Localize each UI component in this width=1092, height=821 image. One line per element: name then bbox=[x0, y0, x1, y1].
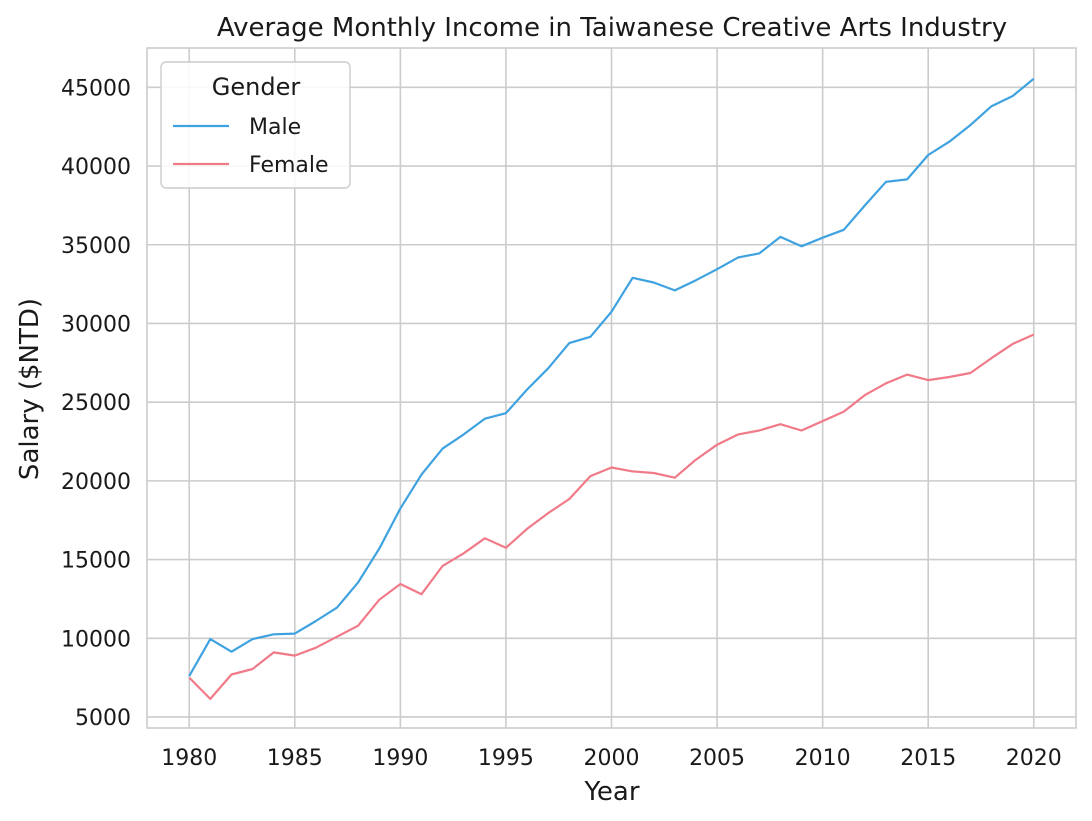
series-line-female bbox=[188, 333, 1035, 701]
y-tick-label: 30000 bbox=[61, 312, 131, 337]
y-tick-label: 35000 bbox=[61, 234, 131, 259]
y-tick-label: 40000 bbox=[61, 155, 131, 180]
series-layer bbox=[188, 77, 1035, 701]
gridlines bbox=[147, 48, 1076, 728]
y-tick-label: 5000 bbox=[75, 706, 131, 731]
x-tick-label: 1990 bbox=[372, 746, 428, 771]
plot-frame bbox=[146, 47, 1077, 729]
y-tick-label: 45000 bbox=[61, 76, 131, 101]
chart-title: Average Monthly Income in Taiwanese Crea… bbox=[217, 13, 1007, 43]
x-axis-label: Year bbox=[583, 777, 639, 807]
x-tick-label: 1995 bbox=[478, 746, 534, 771]
legend-label-male: Male bbox=[249, 115, 301, 140]
legend-box bbox=[160, 61, 351, 189]
y-tick-label: 25000 bbox=[61, 391, 131, 416]
x-tick-label: 2000 bbox=[584, 746, 640, 771]
x-tick-label: 1980 bbox=[161, 746, 217, 771]
y-axis-label: Salary ($NTD) bbox=[15, 298, 45, 480]
x-tick-label: 1985 bbox=[267, 746, 323, 771]
y-tick-label: 10000 bbox=[61, 627, 131, 652]
series-line-male bbox=[188, 77, 1035, 677]
x-tick-label: 2010 bbox=[795, 746, 851, 771]
legend: Gender Male Female bbox=[160, 61, 351, 189]
x-tick-label: 2005 bbox=[689, 746, 745, 771]
x-tick-label: 2015 bbox=[900, 746, 956, 771]
tick-labels: 1980 1985 1990 1995 2000 2005 2010 2015 2020 5000… bbox=[61, 76, 1062, 771]
y-tick-label: 20000 bbox=[61, 470, 131, 495]
x-tick-label: 2020 bbox=[1006, 746, 1062, 771]
legend-label-female: Female bbox=[249, 153, 329, 178]
y-tick-label: 15000 bbox=[61, 549, 131, 574]
legend-title: Gender bbox=[212, 73, 301, 101]
